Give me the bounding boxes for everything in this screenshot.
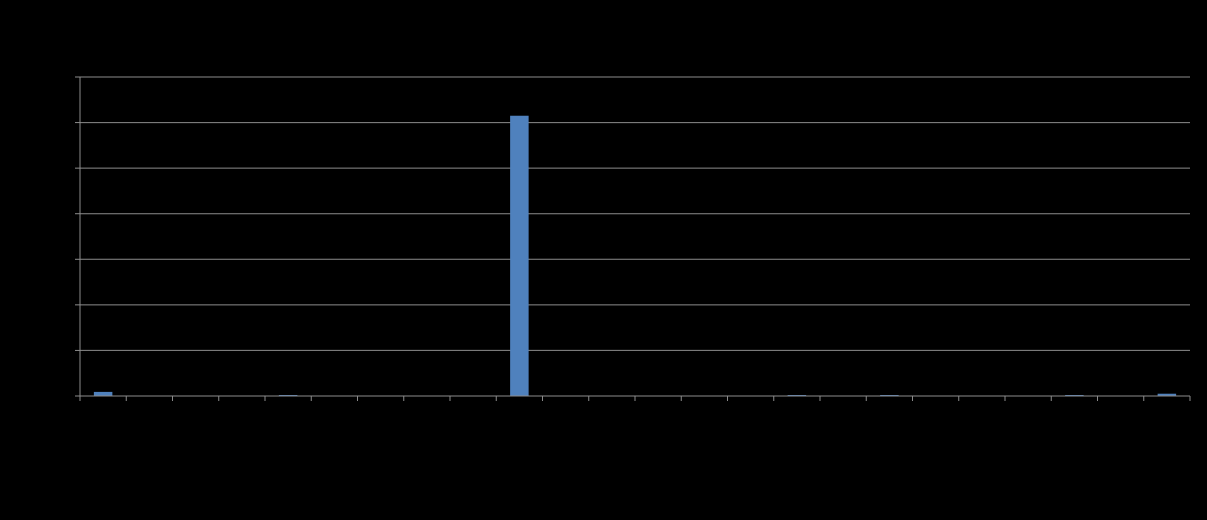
bar: [510, 115, 529, 396]
axes: [75, 76, 1191, 401]
bar: [93, 391, 113, 396]
gridlines: [80, 76, 1190, 351]
bar-series: [93, 115, 1177, 396]
bar: [1157, 393, 1177, 396]
